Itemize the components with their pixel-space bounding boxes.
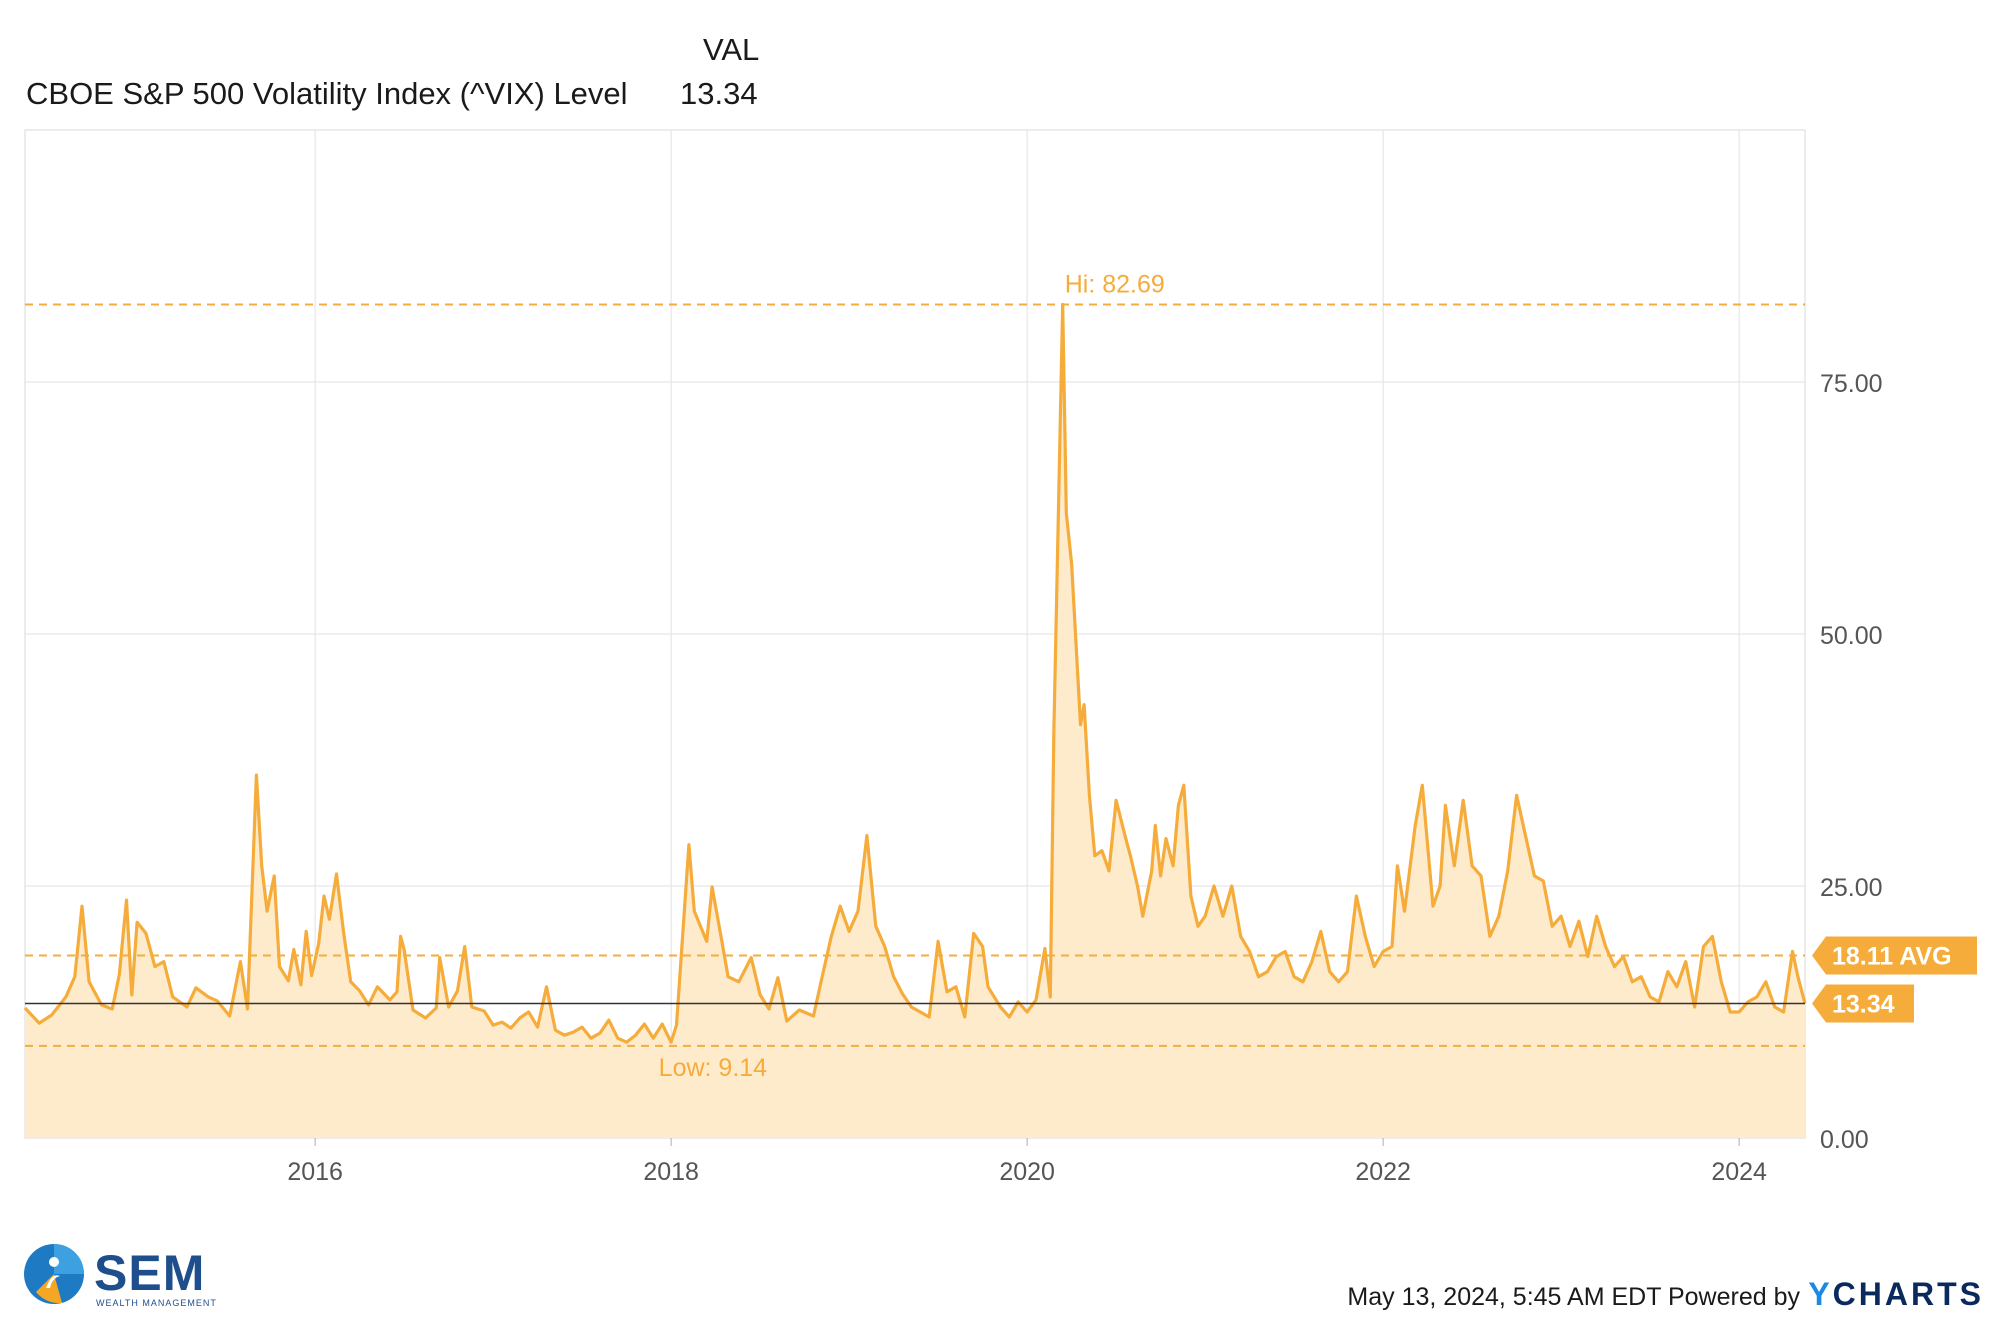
average-badge-text: 18.11 AVG xyxy=(1832,942,1952,970)
ycharts-logo-y: Y xyxy=(1808,1276,1833,1312)
series-name-label: CBOE S&P 500 Volatility Index (^VIX) Lev… xyxy=(26,76,628,111)
series-area-fill xyxy=(25,304,1805,1138)
chart-labels: 0.00 25.00 50.00 75.00 2016 2018 2020 2022 2024 H… xyxy=(287,270,1977,1186)
low-label: Low: 9.14 xyxy=(659,1054,768,1082)
area-layer xyxy=(23,302,1807,1138)
chart-header: VAL CBOE S&P 500 Volatility Index (^VIX)… xyxy=(0,0,2000,120)
value-column-header: VAL xyxy=(703,32,760,67)
x-tick-label: 2022 xyxy=(1355,1158,1411,1186)
series-line xyxy=(23,302,1807,1044)
sem-logo-icon xyxy=(24,1244,84,1304)
timestamp-label: May 13, 2024, 5:45 AM EDT Powered by xyxy=(1347,1283,1800,1311)
sem-logo-subtext: WEALTH MANAGEMENT xyxy=(96,1298,217,1308)
x-tick-label: 2020 xyxy=(999,1158,1055,1186)
y-tick-label: 0.00 xyxy=(1820,1126,1869,1154)
ycharts-logo: YCHARTS xyxy=(1808,1276,1984,1313)
y-tick-label: 75.00 xyxy=(1820,370,1883,398)
sem-logo-text: SEM xyxy=(94,1245,206,1301)
y-tick-label: 25.00 xyxy=(1820,874,1883,902)
series-current-value: 13.34 xyxy=(680,76,758,111)
x-tick-label: 2018 xyxy=(643,1158,699,1186)
y-tick-label: 50.00 xyxy=(1820,622,1883,650)
x-tick-label: 2024 xyxy=(1711,1158,1767,1186)
reference-lines xyxy=(25,303,1805,1047)
high-label: Hi: 82.69 xyxy=(1065,270,1165,298)
x-tick-label: 2016 xyxy=(287,1158,343,1186)
sem-logo: SEM WEALTH MANAGEMENT xyxy=(22,1242,242,1310)
ycharts-logo-text: CHARTS xyxy=(1832,1276,1984,1312)
current-value-badge-shape xyxy=(1812,984,1914,1023)
average-badge-shape xyxy=(1812,936,1977,975)
current-value-badge-text: 13.34 xyxy=(1832,991,1895,1019)
